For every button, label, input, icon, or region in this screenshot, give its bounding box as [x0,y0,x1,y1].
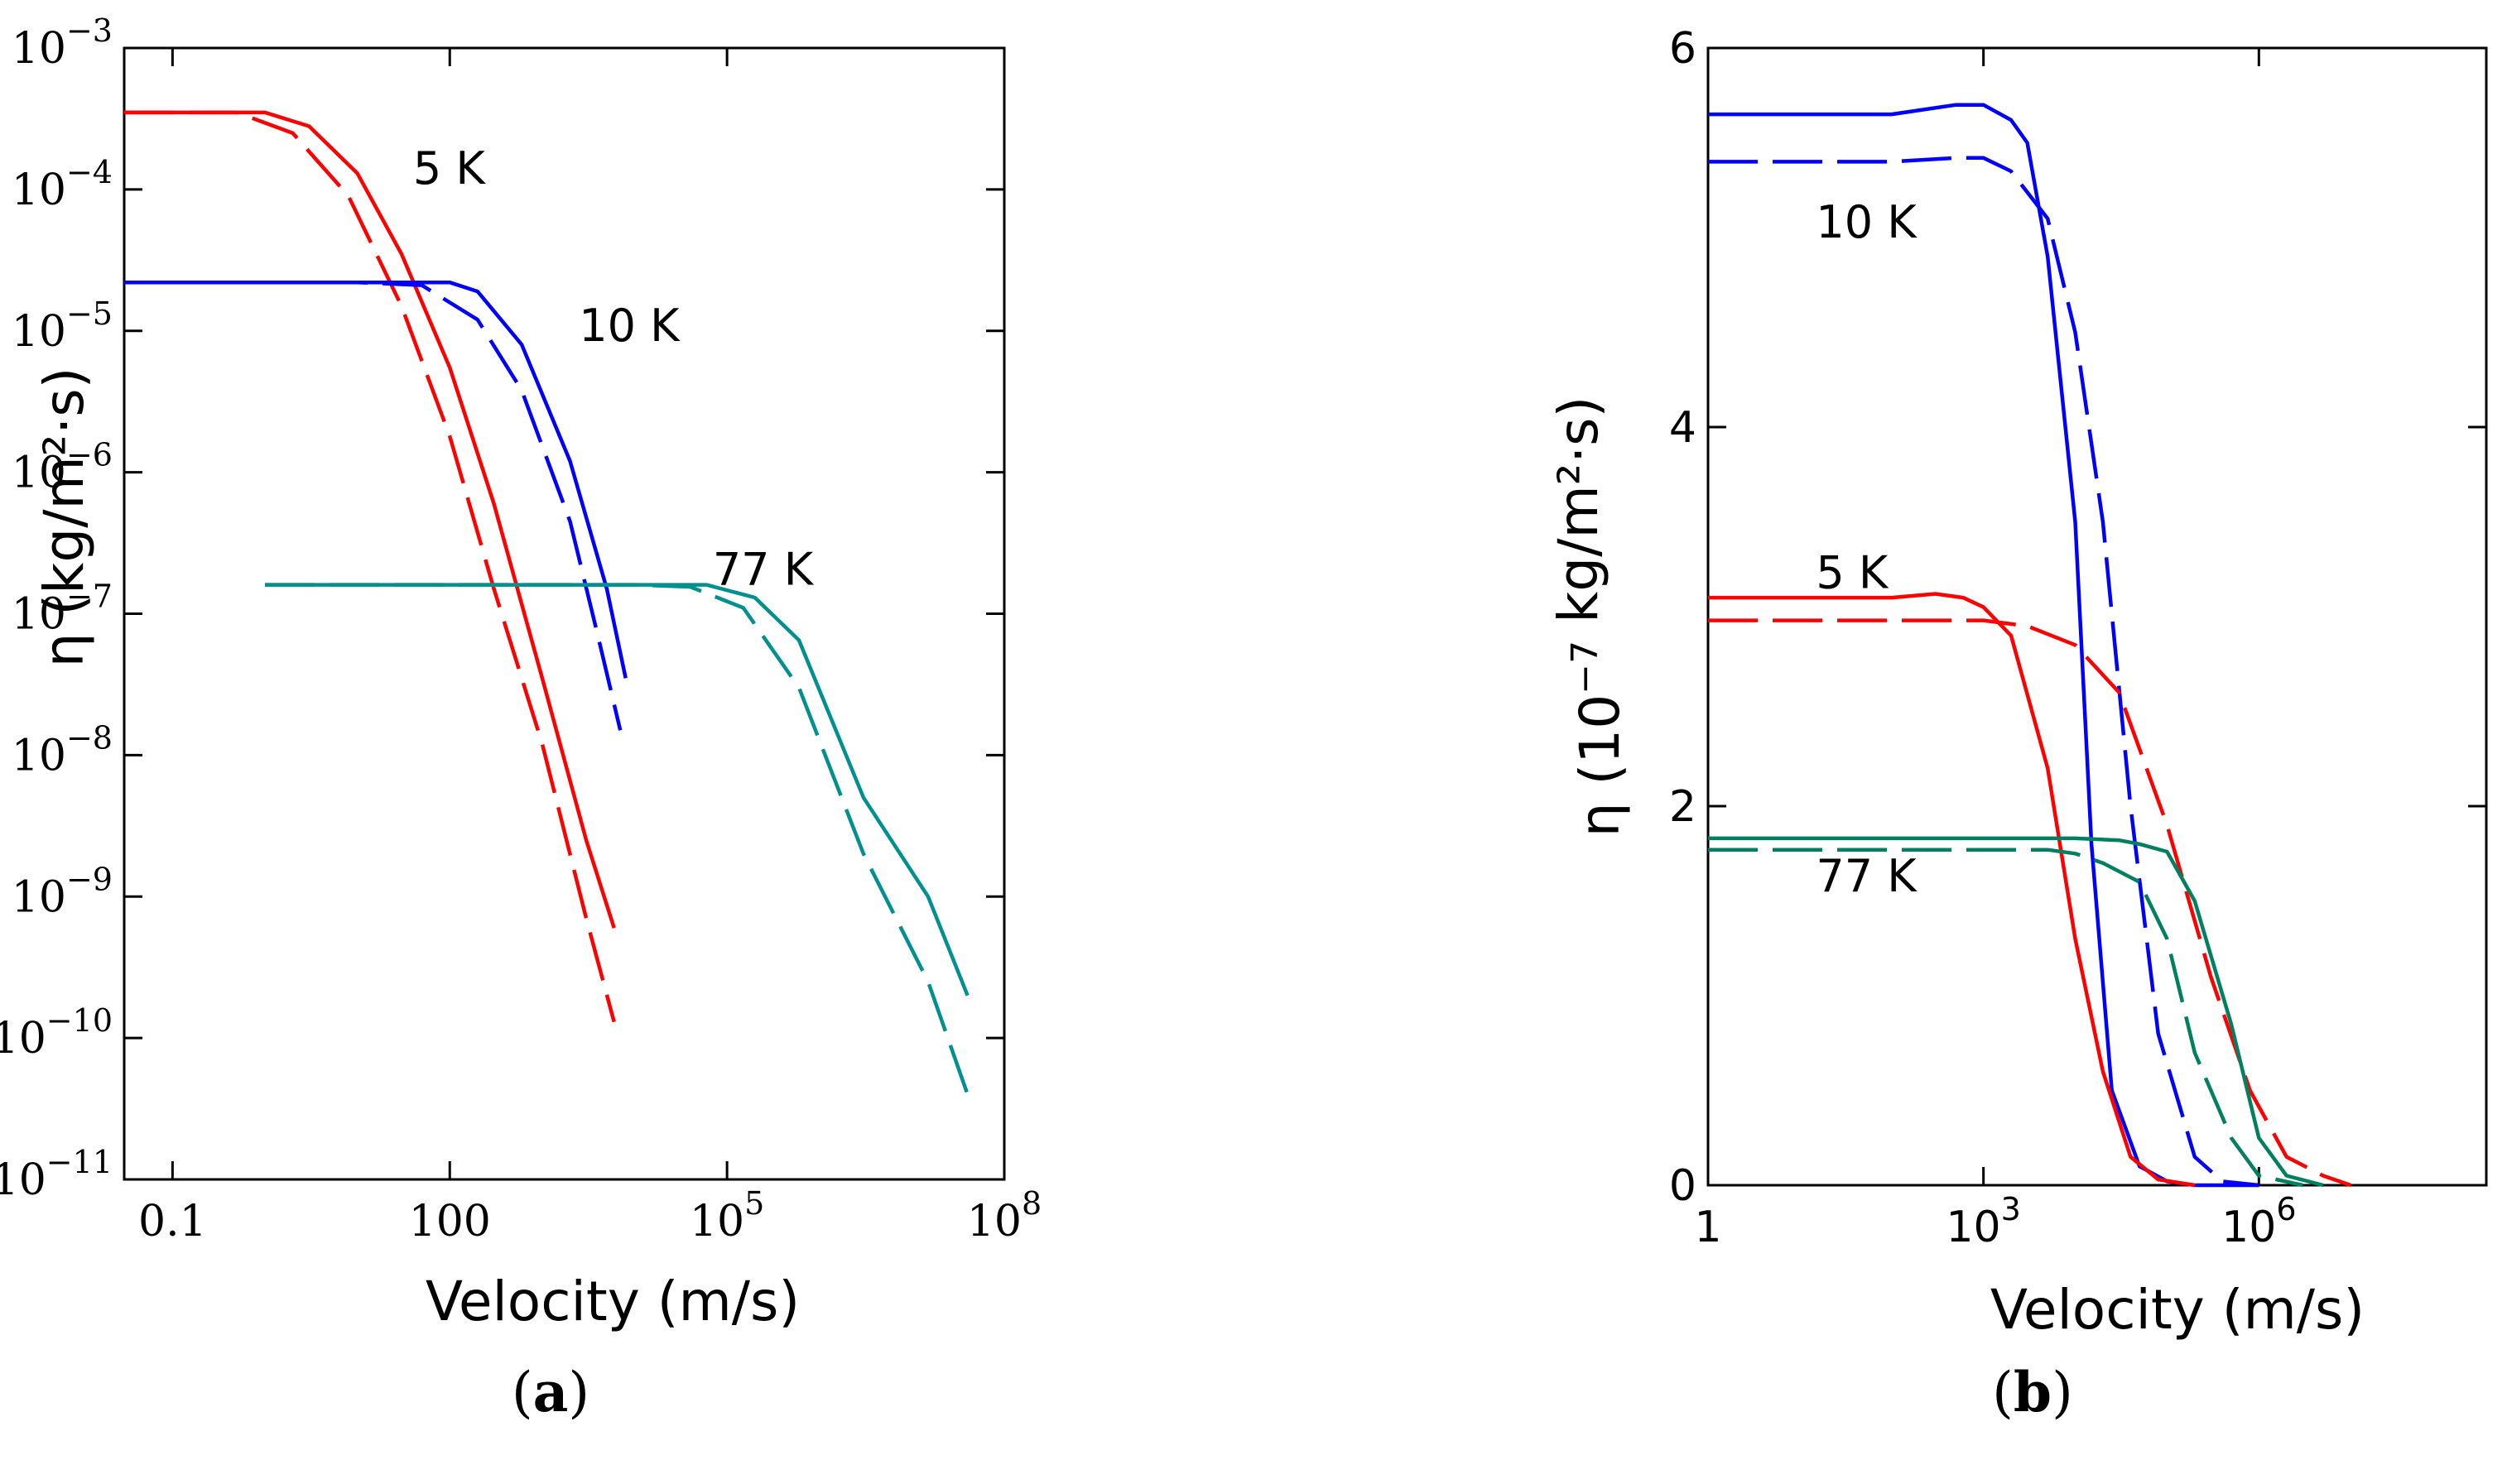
y-tick-label: 0 [1669,1161,1696,1211]
y-tick-label: 10−8 [12,719,113,780]
x-tick-label: 106 [2221,1191,2296,1252]
panel-caption: (b) [1992,1360,2073,1424]
series-label: 10 K [579,300,681,352]
y-tick-label: 10−7 [12,579,113,640]
series-5-k-solid [1708,592,2196,1188]
y-axis-title: η (10−7 kg/m²·s) [1547,396,1632,838]
series-5-k-solid [124,110,616,929]
panel-a: 0.1 100 105 108 10−3 10−4 10−5 10−6 10−7 10−8 10−9… [0,12,1042,1424]
y-tick-label: 10−6 [12,437,113,498]
y-axis-title: η (kg/m²·s) [32,367,96,668]
series-5-k-dashed [1708,618,2351,1188]
series-label: 5 K [413,142,487,195]
panel-caption: (a) [512,1360,589,1424]
x-tick-label: 103 [1946,1191,2020,1252]
series-77-k-solid [1708,836,2324,1188]
plot-frame [1706,46,2488,1187]
series-10-k-solid [124,280,628,679]
y-tick-label: 10−10 [0,1002,113,1064]
series-5-k-dashed [124,110,616,1023]
y-tick-label: 10−9 [12,861,113,922]
x-tick-label: 100 [409,1197,491,1246]
x-tick-label: 108 [967,1185,1042,1246]
series-10-k-dashed [1708,156,2259,1188]
series-77-k-dashed [1708,848,2303,1188]
series-77-k-dashed [265,583,970,1095]
y-tick-label: 10−3 [12,12,113,74]
series-10-k-dashed [124,280,623,731]
x-axis-title: Velocity (m/s) [426,1270,800,1333]
y-tick-label: 10−11 [0,1144,113,1205]
series-label: 77 K [1816,850,1918,902]
y-tick-label: 10−5 [12,295,113,357]
y-tick-label: 6 [1669,24,1696,74]
series-label: 5 K [1816,547,1889,599]
series-label: 10 K [1816,196,1918,248]
x-tick-label: 1 [1694,1203,1721,1252]
y-tick-label: 10−4 [12,154,113,215]
y-tick-label: 2 [1669,782,1696,832]
y-tick-label: 4 [1669,403,1696,453]
series-77-k-solid [265,583,970,997]
series-label: 77 K [713,544,815,596]
series-10-k-solid [1708,103,2259,1188]
x-axis-title: Velocity (m/s) [1990,1278,2365,1342]
plot-frame [123,46,1006,1181]
panel-b: 1 103 106 0 2 4 6 10 K 5 K 77 K Velocity (m/s) η (1… [1547,24,2488,1424]
x-tick-label: 105 [690,1185,764,1246]
x-tick-label: 0.1 [138,1197,207,1246]
